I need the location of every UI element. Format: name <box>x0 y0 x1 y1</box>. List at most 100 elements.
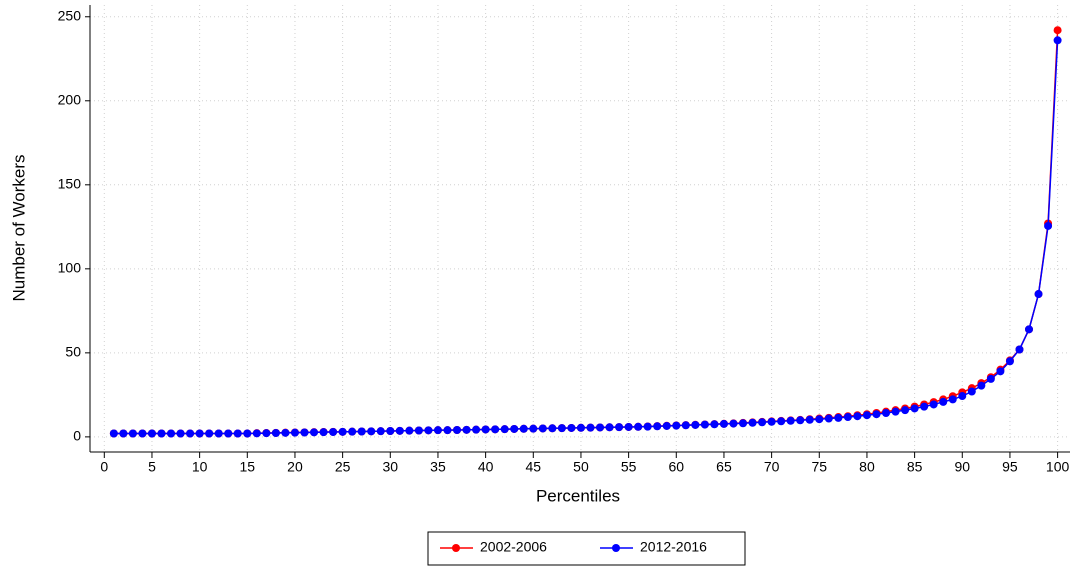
x-tick-label: 30 <box>383 459 399 475</box>
data-point <box>138 429 147 438</box>
data-point <box>367 427 376 436</box>
data-point <box>157 429 166 438</box>
data-point <box>433 426 442 435</box>
x-tick-label: 15 <box>240 459 256 475</box>
data-point <box>319 428 328 437</box>
data-point <box>214 429 223 438</box>
x-tick-label: 10 <box>192 459 208 475</box>
data-point <box>996 367 1005 376</box>
data-point <box>1025 325 1034 334</box>
data-point <box>424 426 433 435</box>
data-point <box>1005 357 1014 366</box>
data-point <box>462 425 471 434</box>
x-tick-label: 45 <box>525 459 541 475</box>
data-point <box>186 429 195 438</box>
x-tick-label: 80 <box>859 459 875 475</box>
y-tick-label: 100 <box>58 260 82 276</box>
x-tick-label: 35 <box>430 459 446 475</box>
data-point <box>1034 290 1043 299</box>
x-tick-label: 0 <box>100 459 108 475</box>
y-tick-label: 150 <box>58 176 82 192</box>
data-point <box>405 426 414 435</box>
data-point <box>719 419 728 428</box>
data-point <box>853 412 862 421</box>
data-point <box>510 424 519 433</box>
data-point <box>205 429 214 438</box>
data-point <box>357 427 366 436</box>
legend-box <box>427 531 746 566</box>
data-point <box>414 426 423 435</box>
data-point <box>443 426 452 435</box>
data-point <box>233 429 242 438</box>
x-tick-label: 65 <box>716 459 732 475</box>
data-point <box>538 424 547 433</box>
data-point <box>576 423 585 432</box>
data-point <box>739 419 748 428</box>
data-point <box>109 429 118 438</box>
data-point <box>948 395 957 404</box>
data-point <box>1053 26 1062 35</box>
data-point <box>147 429 156 438</box>
data-point <box>1053 36 1062 45</box>
data-point <box>862 411 871 420</box>
data-point <box>710 420 719 429</box>
x-tick-label: 55 <box>621 459 637 475</box>
data-point <box>634 422 643 431</box>
data-point <box>290 428 299 437</box>
series-line <box>113 40 1059 435</box>
data-point <box>986 374 995 383</box>
data-point <box>977 381 986 390</box>
data-point <box>843 413 852 422</box>
data-point <box>967 387 976 396</box>
data-point <box>500 425 509 434</box>
data-point <box>767 417 776 426</box>
data-point <box>643 422 652 431</box>
x-tick-label: 20 <box>287 459 303 475</box>
data-point <box>557 424 566 433</box>
data-point <box>939 397 948 406</box>
data-point <box>729 419 738 428</box>
data-point <box>481 425 490 434</box>
y-tick-label: 50 <box>65 344 81 360</box>
y-tick-label: 0 <box>73 428 81 444</box>
data-point <box>882 409 891 418</box>
data-point <box>195 429 204 438</box>
data-point <box>167 429 176 438</box>
x-tick-label: 95 <box>1002 459 1018 475</box>
data-point <box>929 400 938 409</box>
y-tick-label: 250 <box>58 7 82 23</box>
data-point <box>605 423 614 432</box>
x-tick-label: 50 <box>573 459 589 475</box>
data-point <box>329 428 338 437</box>
legend-label: 2002-2006 <box>480 539 547 555</box>
y-tick-label: 200 <box>58 91 82 107</box>
data-point <box>901 406 910 415</box>
data-point <box>891 407 900 416</box>
data-point <box>910 404 919 413</box>
data-point <box>824 414 833 423</box>
x-tick-label: 100 <box>1046 459 1070 475</box>
data-point <box>224 429 233 438</box>
data-point <box>624 422 633 431</box>
data-point <box>700 420 709 429</box>
data-point <box>491 425 500 434</box>
x-tick-label: 5 <box>148 459 156 475</box>
x-tick-label: 70 <box>764 459 780 475</box>
data-point <box>653 422 662 431</box>
data-point <box>758 418 767 427</box>
data-point <box>348 427 357 436</box>
data-point <box>310 428 319 437</box>
data-point <box>958 392 967 401</box>
data-point <box>920 402 929 411</box>
legend: 2002-2006 2012-2016 <box>427 531 746 566</box>
data-point <box>386 426 395 435</box>
legend-marker <box>452 544 460 552</box>
data-point <box>119 429 128 438</box>
data-point <box>681 421 690 430</box>
data-point <box>662 421 671 430</box>
y-axis-label: Number of Workers <box>9 154 28 301</box>
data-point <box>786 416 795 425</box>
data-point <box>338 427 347 436</box>
data-point <box>796 416 805 425</box>
